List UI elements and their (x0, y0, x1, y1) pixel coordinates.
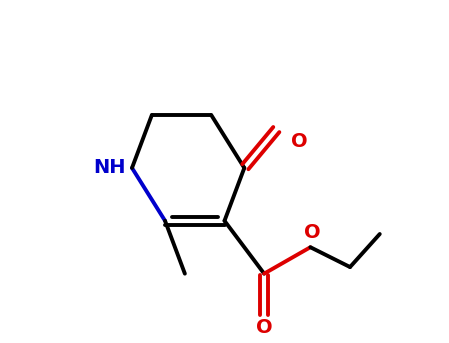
Text: NH: NH (93, 158, 125, 177)
Text: O: O (291, 132, 307, 151)
Text: O: O (304, 223, 320, 242)
Text: O: O (256, 318, 273, 337)
